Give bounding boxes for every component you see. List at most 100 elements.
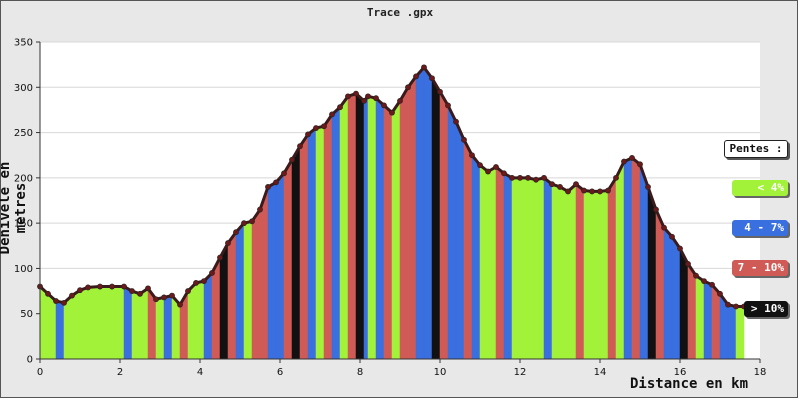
profile-point	[509, 174, 515, 181]
profile-point	[305, 131, 311, 138]
slope-band	[623, 157, 633, 360]
slope-band	[355, 93, 365, 360]
legend-item-gt10: > 10%	[744, 301, 788, 317]
slope-band	[275, 172, 285, 360]
profile-point	[557, 184, 563, 190]
profile-point	[201, 278, 207, 285]
slope-band	[219, 242, 229, 360]
profile-point	[469, 152, 475, 159]
profile-point	[477, 162, 483, 169]
slope-band	[111, 286, 125, 360]
y-tick-label: 0	[27, 355, 33, 366]
slope-bands	[39, 66, 745, 360]
profile-point	[233, 229, 239, 236]
legend-item-lt4: < 4%	[732, 180, 788, 196]
slope-band	[487, 166, 497, 360]
slope-band	[339, 95, 349, 360]
slope-band	[299, 133, 309, 360]
profile-point	[69, 292, 75, 299]
profile-point	[193, 280, 199, 286]
slope-band	[423, 66, 433, 360]
x-tick-label: 0	[37, 367, 43, 378]
slope-band	[727, 304, 737, 360]
profile-point	[249, 218, 255, 225]
x-tick-label: 12	[514, 367, 527, 378]
profile-point	[289, 156, 295, 163]
x-axis-label: Distance en km	[630, 376, 749, 392]
slope-band	[703, 280, 713, 360]
tick-labels: 0 50 100 150 200 250 300 350 0 2 4 6 8 10 12 14 16 18	[14, 38, 766, 379]
profile-point	[429, 75, 435, 82]
slope-band	[39, 285, 49, 360]
profile-point	[597, 188, 603, 195]
y-tick-label: 150	[14, 219, 33, 230]
profile-point	[517, 174, 523, 181]
slope-band	[583, 190, 593, 360]
slope-band	[259, 186, 269, 360]
profile-point	[161, 294, 167, 301]
slope-band	[519, 177, 529, 360]
slope-band	[503, 172, 513, 360]
slope-band	[463, 139, 473, 360]
slope-band	[559, 186, 569, 360]
profile-point	[525, 174, 531, 181]
slope-band	[407, 75, 417, 360]
slope-band	[607, 176, 617, 360]
slope-band	[575, 183, 585, 360]
slope-band	[447, 105, 457, 360]
y-tick-label: 50	[20, 309, 33, 320]
slope-band	[227, 231, 237, 360]
profile-point	[605, 187, 611, 194]
slope-band	[291, 145, 301, 360]
axes	[39, 42, 760, 360]
slope-band	[123, 286, 133, 360]
slope-band	[55, 300, 65, 360]
profile-point	[653, 206, 659, 213]
profile-point	[421, 64, 427, 71]
profile-point	[169, 292, 175, 299]
slope-band	[479, 164, 489, 360]
legend-title: Pentes :	[724, 140, 788, 158]
slope-band	[195, 280, 205, 360]
profile-point	[613, 174, 619, 181]
slope-band	[283, 158, 293, 360]
profile-point	[565, 188, 571, 195]
slope-band	[631, 157, 641, 360]
slope-band	[139, 287, 149, 360]
profile-point	[461, 136, 467, 143]
profile-point	[373, 95, 379, 102]
slope-band	[439, 90, 449, 360]
slope-band	[455, 121, 465, 360]
y-tick-label: 300	[14, 83, 33, 94]
slope-band	[735, 306, 745, 360]
profile-point	[121, 283, 127, 290]
slope-band	[87, 286, 101, 360]
profile-point	[437, 88, 443, 95]
profile-point	[297, 143, 303, 150]
profile-point	[77, 287, 83, 294]
profile-point	[129, 288, 135, 294]
profile-point	[45, 290, 51, 297]
slope-band	[535, 177, 545, 360]
slope-band	[79, 287, 89, 360]
y-tick-label: 200	[14, 173, 33, 184]
y-tick-label: 350	[14, 38, 33, 49]
profile-point	[265, 184, 271, 190]
x-tick-label: 6	[277, 367, 283, 378]
profile-point	[321, 123, 327, 130]
profile-point	[365, 93, 371, 100]
slope-band	[527, 177, 537, 360]
profile-point	[177, 301, 183, 308]
slope-band	[187, 282, 197, 360]
x-tick-label: 18	[754, 367, 767, 378]
chart-title: Trace .gpx	[366, 6, 434, 19]
profile-point	[701, 278, 707, 285]
slope-band	[375, 97, 385, 360]
slope-band	[599, 190, 609, 360]
slope-band	[615, 161, 625, 360]
profile-point	[637, 161, 643, 168]
slope-band	[99, 286, 113, 360]
slope-band	[155, 297, 165, 360]
slope-band	[307, 127, 317, 360]
profile-point	[361, 97, 367, 104]
